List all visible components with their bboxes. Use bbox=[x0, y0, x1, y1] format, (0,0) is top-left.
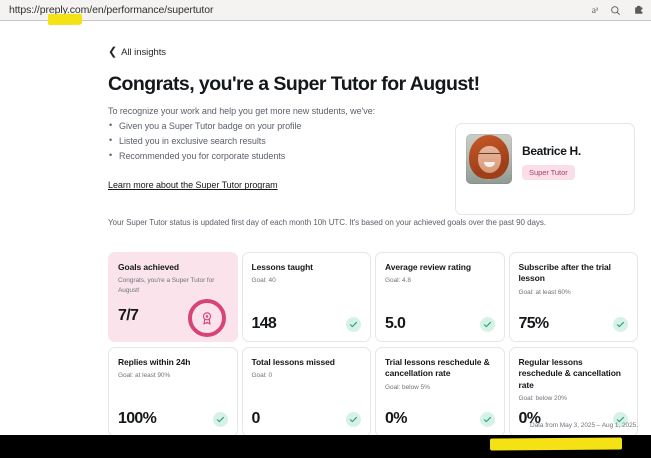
metric-title: Subscribe after the trial lesson bbox=[518, 262, 612, 284]
metric-card-replies-within-24h[interactable]: Replies within 24h Goal: at least 90% 10… bbox=[108, 347, 238, 437]
browser-url-bar[interactable]: https://preply.com/en/performance/supert… bbox=[0, 0, 651, 21]
metric-goal: Goal: 0 bbox=[251, 372, 273, 380]
chevron-left-icon: ❮ bbox=[108, 46, 118, 58]
avatar-face bbox=[478, 146, 501, 173]
page-title: Congrats, you're a Super Tutor for Augus… bbox=[108, 73, 480, 95]
url-text[interactable]: https://preply.com/en/performance/supert… bbox=[9, 4, 214, 16]
metric-card-trial-reschedule-rate[interactable]: Trial lessons reschedule & cancellation … bbox=[375, 347, 505, 437]
check-icon bbox=[346, 316, 361, 332]
metric-title: Regular lessons reschedule & cancellatio… bbox=[518, 357, 621, 390]
list-item: Given you a Super Tutor badge on your pr… bbox=[108, 120, 638, 131]
metric-title: Replies within 24h bbox=[118, 357, 191, 367]
metric-footer: 7/7 bbox=[118, 299, 228, 337]
check-icon bbox=[613, 316, 628, 332]
back-to-all-insights-link[interactable]: ❮ All insights bbox=[108, 46, 638, 59]
check-icon bbox=[613, 411, 628, 427]
metric-card-total-lessons-missed[interactable]: Total lessons missed Goal: 0 0 bbox=[241, 347, 371, 437]
metric-footer: 100% bbox=[118, 410, 228, 428]
metric-goal: Congrats, you're a Super Tutor for Augus… bbox=[118, 277, 215, 294]
learn-more-link[interactable]: Learn more about the Super Tutor program bbox=[108, 180, 278, 191]
page-body: ❮ All insights Congrats, you're a Super … bbox=[0, 22, 651, 437]
tutor-name: Beatrice H. bbox=[522, 144, 581, 158]
metric-value: 75% bbox=[518, 315, 550, 332]
metric-goal: Goal: below 20% bbox=[518, 395, 567, 403]
metric-goal: Goal: at least 60% bbox=[518, 288, 571, 296]
benefits-list: Given you a Super Tutor badge on your pr… bbox=[108, 120, 638, 161]
metric-card-goals-achieved[interactable]: Goals achieved Congrats, you're a Super … bbox=[108, 252, 238, 342]
metric-card-average-review-rating[interactable]: Average review rating Goal: 4.8 5.0 bbox=[375, 252, 505, 342]
medal-badge-icon bbox=[187, 299, 226, 337]
tutor-profile-card: Beatrice H. Super Tutor bbox=[455, 123, 635, 215]
metric-title: Goals achieved bbox=[118, 262, 179, 272]
main-content: ❮ All insights Congrats, you're a Super … bbox=[108, 22, 638, 228]
metric-value: 0% bbox=[518, 410, 541, 427]
list-item: Listed you in exclusive search results bbox=[108, 135, 638, 146]
check-icon bbox=[479, 411, 495, 427]
metric-footer: 0% bbox=[385, 410, 495, 428]
data-range-footnote: Data from May 3, 2025 – Aug 1, 2025. bbox=[529, 422, 638, 429]
metric-footer: 5.0 bbox=[385, 315, 495, 333]
metrics-grid: Goals achieved Congrats, you're a Super … bbox=[108, 252, 638, 437]
metric-value: 7/7 bbox=[118, 307, 139, 324]
metric-card-lessons-taught[interactable]: Lessons taught Goal: 40 148 bbox=[241, 252, 371, 342]
search-icon[interactable] bbox=[610, 5, 621, 16]
metric-goal: Goal: 4.8 bbox=[385, 277, 411, 285]
avatar-glasses bbox=[479, 153, 500, 158]
reader-aa-icon[interactable]: aᵃ bbox=[591, 5, 599, 16]
tutor-avatar-photo bbox=[466, 134, 512, 184]
metric-goal: Goal: at least 90% bbox=[118, 372, 171, 380]
metric-footer: 0% bbox=[518, 410, 628, 428]
metric-value: 148 bbox=[251, 315, 277, 332]
metric-value: 0 bbox=[251, 410, 261, 427]
metric-footer: 0 bbox=[251, 410, 361, 428]
metric-footer: 148 bbox=[251, 315, 361, 333]
list-item: Recommended you for corporate students bbox=[108, 150, 638, 161]
profile-meta: Beatrice H. Super Tutor bbox=[522, 134, 581, 180]
metric-title: Average review rating bbox=[385, 262, 471, 272]
status-note: Your Super Tutor status is updated first… bbox=[108, 218, 546, 228]
metric-footer: 75% bbox=[518, 315, 628, 333]
metric-value: 5.0 bbox=[385, 315, 406, 332]
metric-card-subscribe-after-trial[interactable]: Subscribe after the trial lesson Goal: a… bbox=[508, 252, 638, 342]
check-icon bbox=[346, 411, 361, 427]
metric-title: Lessons taught bbox=[251, 262, 314, 272]
metric-value: 0% bbox=[385, 410, 407, 427]
metric-value: 100% bbox=[118, 410, 157, 427]
avatar-smile bbox=[484, 162, 495, 167]
check-icon bbox=[212, 411, 228, 427]
bottom-black-bar bbox=[0, 435, 651, 458]
browser-toolbar-icons: aᵃ bbox=[592, 0, 648, 21]
intro-text: To recognize your work and help you get … bbox=[108, 106, 376, 117]
check-icon bbox=[479, 316, 495, 332]
status-badge: Super Tutor bbox=[522, 165, 575, 180]
metric-title: Trial lessons reschedule & cancellation … bbox=[385, 357, 490, 379]
back-link-label: All insights bbox=[121, 47, 166, 58]
metric-goal: Goal: below 5% bbox=[385, 383, 430, 391]
extension-icon[interactable] bbox=[633, 5, 644, 16]
metric-title: Total lessons missed bbox=[251, 357, 335, 367]
metric-goal: Goal: 40 bbox=[251, 277, 276, 285]
